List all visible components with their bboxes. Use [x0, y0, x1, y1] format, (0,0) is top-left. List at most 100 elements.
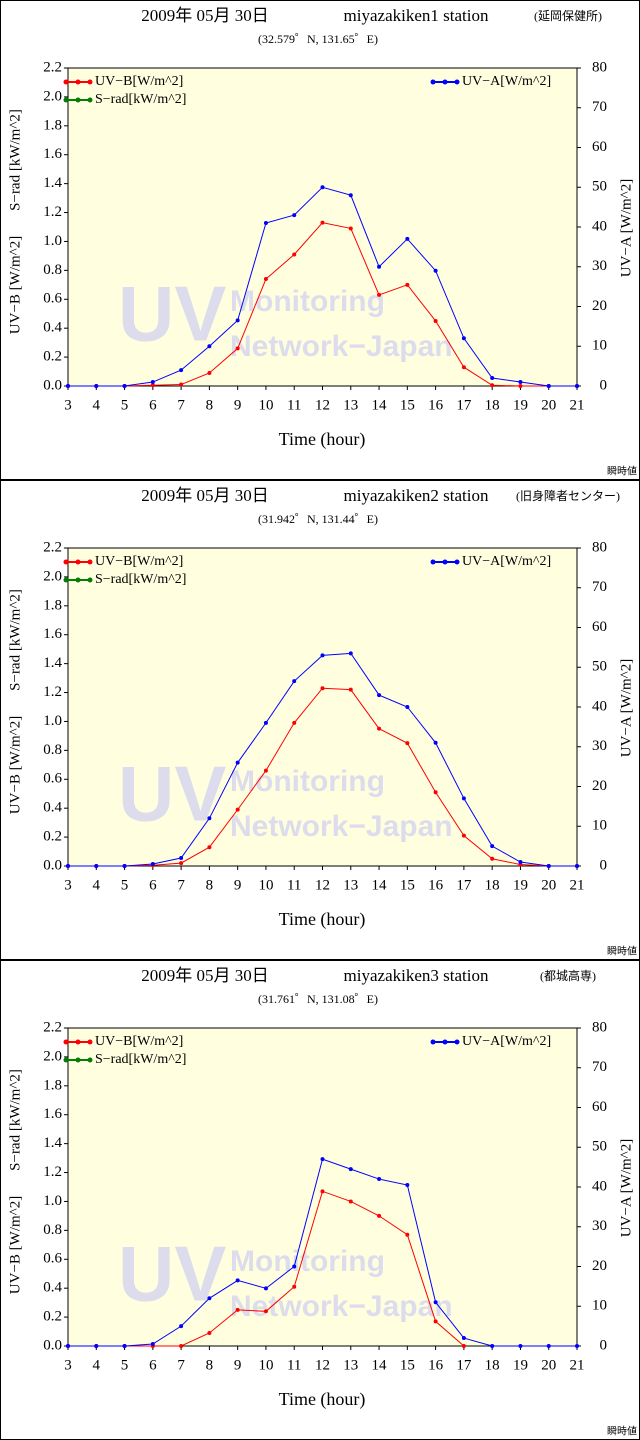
y-tick-label: 0.0 [43, 377, 62, 393]
x-tick-label: 16 [428, 877, 444, 893]
subtitle: (延岡保健所) [534, 9, 602, 23]
y-tick-label: 0.8 [43, 1222, 62, 1238]
legend-dot [87, 1039, 93, 1045]
legend-dot [430, 1039, 436, 1045]
x-tick-label: 14 [372, 397, 388, 413]
x-tick-label: 18 [485, 397, 500, 413]
watermark: Network−Japan [230, 1290, 453, 1323]
point [292, 252, 297, 257]
coordinates: (31.942゜N, 131.44゜E) [258, 512, 378, 526]
subtitle: (都城高専) [540, 968, 596, 983]
point [179, 856, 184, 861]
point [377, 1213, 382, 1218]
x-tick-label: 11 [287, 397, 301, 413]
point [348, 193, 353, 198]
x-tick-label: 16 [428, 1357, 444, 1373]
point [292, 213, 297, 218]
x-tick-label: 21 [570, 1357, 585, 1373]
point [235, 318, 240, 323]
point [377, 292, 382, 297]
y2-tick-label: 40 [592, 1178, 607, 1194]
y-axis-label: UV−B [W/m^2] [7, 236, 23, 334]
point [320, 1157, 325, 1162]
x-tick-label: 15 [400, 877, 415, 893]
x-tick-label: 17 [456, 877, 472, 893]
x-tick-label: 19 [513, 397, 528, 413]
point [94, 1344, 99, 1348]
point [518, 860, 523, 865]
y-tick-label: 0.6 [43, 1251, 62, 1267]
y2-tick-label: 80 [592, 539, 607, 555]
x-tick-label: 12 [315, 877, 330, 893]
legend-dot [87, 577, 93, 583]
y-tick-label: 0.4 [43, 320, 62, 336]
point [320, 653, 325, 658]
legend-dot [63, 97, 69, 103]
legend-dot [442, 559, 448, 565]
point [518, 380, 523, 385]
point [461, 336, 466, 341]
x-tick-label: 9 [234, 397, 242, 413]
x-tick-label: 4 [93, 877, 101, 893]
point [320, 220, 325, 225]
legend-dot [87, 79, 93, 85]
y2-tick-label: 0 [600, 377, 608, 393]
point [433, 1319, 438, 1324]
point [66, 864, 70, 868]
legend-dot [454, 559, 460, 565]
y-tick-label: 0.0 [43, 1337, 62, 1353]
point [263, 1309, 268, 1314]
watermark: Monitoring [230, 1245, 385, 1278]
x-tick-label: 4 [93, 397, 101, 413]
legend-dot [63, 1057, 69, 1063]
y-tick-label: 0.8 [43, 742, 62, 758]
x-tick-label: 15 [400, 397, 415, 413]
point [235, 1278, 240, 1283]
point [235, 760, 240, 765]
point [122, 864, 127, 868]
x-tick-label: 19 [513, 877, 528, 893]
legend-label: S−rad[kW/m^2] [95, 572, 186, 587]
y-tick-label: 2.0 [43, 1048, 62, 1064]
x-tick-label: 10 [258, 877, 273, 893]
x-tick-label: 17 [456, 1357, 472, 1373]
x-tick-label: 13 [343, 1357, 358, 1373]
point [179, 1344, 184, 1348]
note: 瞬時値 [607, 464, 637, 477]
point [207, 1296, 212, 1301]
x-tick-label: 13 [343, 397, 358, 413]
legend-dot [87, 97, 93, 103]
point [207, 816, 212, 821]
point [518, 1344, 523, 1348]
watermark: UV [118, 1230, 226, 1318]
point [433, 268, 438, 273]
legend-label: UV−A[W/m^2] [462, 74, 551, 89]
point [122, 384, 127, 388]
point [461, 1336, 466, 1341]
legend-dot [75, 1039, 81, 1045]
point [150, 1342, 155, 1347]
x-tick-label: 10 [258, 397, 273, 413]
chart-title: 2009年 05月 30日 [141, 6, 269, 25]
legend-dot [442, 1039, 448, 1045]
x-tick-label: 20 [541, 877, 556, 893]
point [150, 862, 155, 867]
x-tick-label: 12 [315, 397, 330, 413]
x-tick-label: 4 [93, 1357, 101, 1373]
y-tick-label: 0.2 [43, 1309, 62, 1325]
legend-dot [454, 1039, 460, 1045]
x-tick-label: 6 [149, 397, 157, 413]
point [433, 318, 438, 323]
y2-tick-label: 10 [592, 338, 607, 354]
y-tick-label: 2.2 [43, 59, 62, 75]
x-tick-label: 7 [177, 877, 185, 893]
x-tick-label: 8 [206, 397, 214, 413]
point [405, 1232, 410, 1237]
y2-tick-label: 20 [592, 298, 607, 314]
point [490, 376, 495, 381]
coordinates: (31.761゜N, 131.08゜E) [258, 992, 378, 1006]
x-tick-label: 16 [428, 397, 444, 413]
point [207, 1330, 212, 1335]
y2-axis-label: UV−A [W/m^2] [618, 659, 634, 757]
